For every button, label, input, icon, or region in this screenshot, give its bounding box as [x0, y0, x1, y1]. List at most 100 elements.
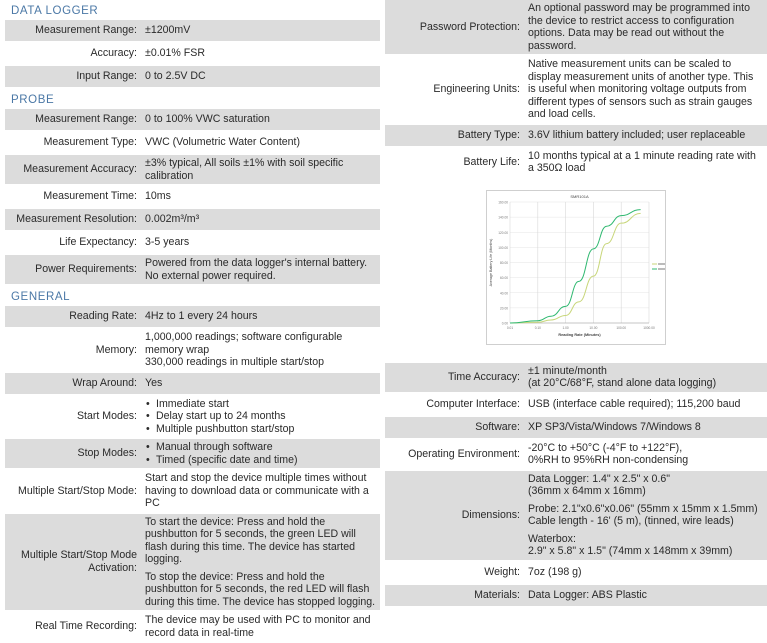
spec-row-computer-interface: Computer Interface: USB (interface cable … [385, 394, 767, 417]
spec-value: 7oz (198 g) [528, 566, 767, 579]
spec-value: Yes [145, 377, 380, 390]
spec-value: Manual through softwareTimed (specific d… [145, 441, 380, 466]
chart-title: SMR101A [570, 194, 589, 199]
y-axis-label: Average Battery Life (Months) [489, 239, 493, 287]
y-tick-label: 60.00 [500, 276, 508, 280]
right-top-specs: Password Protection: An optional password… [385, 0, 767, 179]
spec-value: VWC (Volumetric Water Content) [145, 136, 380, 149]
spec-row-reading-rate: Reading Rate: 4Hz to 1 every 24 hours [5, 306, 380, 329]
spec-value: 0.002m³/m³ [145, 213, 380, 226]
section-title-data-logger: DATA LOGGER [11, 5, 99, 17]
spec-row-multiple-start-stop-mode-activation: Multiple Start/Stop Mode Activation: To s… [5, 513, 380, 612]
spec-value: 10ms [145, 190, 380, 203]
bullet-item: Immediate start [145, 398, 376, 411]
spec-value-paragraph: 10ms [145, 190, 171, 203]
spec-label: Dimensions: [461, 508, 520, 521]
spec-row-measurement-range: Measurement Range: 0 to 100% VWC saturati… [5, 109, 380, 132]
spec-label: Measurement Accuracy: [23, 163, 137, 176]
y-tick-label: 20.00 [500, 306, 508, 310]
spec-value-paragraph: 0 to 100% VWC saturation [145, 113, 270, 126]
spec-value-paragraph: 3-5 years [145, 236, 190, 249]
spec-value-paragraph: 0 to 2.5V DC [145, 70, 206, 83]
spec-row-power-requirements: Power Requirements: Powered from the data… [5, 255, 380, 286]
spec-value-paragraph: Waterbox: 2.9" x 5.8" x 1.5" (74mm x 148… [528, 532, 733, 558]
spec-value-paragraph: 1,000,000 readings; software configurabl… [145, 331, 343, 368]
spec-value: An optional password may be programmed i… [528, 2, 767, 52]
spec-value-paragraph: 4Hz to 1 every 24 hours [145, 310, 258, 323]
left-column: DATA LOGGER Measurement Range: ±1200mV Accu… [5, 0, 380, 643]
spec-label: Accuracy: [90, 47, 137, 60]
x-tick-label: 100.00 [616, 326, 626, 330]
spec-value-paragraph: ±3% typical, All soils ±1% with soil spe… [145, 157, 344, 182]
battery-life-chart: 0.00 20.00 40.00 60.00 80.00 100.00 120.00 140.… [385, 179, 767, 357]
spec-value: USB (interface cable required); 115,200 … [528, 398, 767, 411]
spec-value: ±1200mV [145, 24, 380, 37]
spec-row-measurement-type: Measurement Type: VWC (Volumetric Water C… [5, 132, 380, 155]
spec-row-password-protection: Password Protection: An optional password… [385, 0, 767, 56]
spec-value-paragraph: XP SP3/Vista/Windows 7/Windows 8 [528, 420, 701, 433]
spec-label: Password Protection: [419, 20, 520, 33]
spec-value: The device may be used with PC to monito… [145, 614, 380, 639]
spec-value: ±1 minute/month (at 20°C/68°F, stand alo… [528, 365, 767, 390]
spec-label: Battery Life: [463, 155, 520, 168]
section-title-general: GENERAL [11, 291, 71, 303]
bullet-item: Timed (specific date and time) [145, 454, 376, 467]
y-tick-label: 80.00 [500, 261, 508, 265]
spec-row-materials: Materials: Data Logger: ABS Plastic [385, 584, 767, 608]
spec-value-paragraph: Native measurement units can be scaled t… [528, 58, 754, 120]
spec-value-paragraph: An optional password may be programmed i… [528, 2, 750, 52]
spec-row-start-modes: Start Modes: Immediate startDelay start u… [5, 396, 380, 439]
spec-row-accuracy: Accuracy: ±0.01% FSR [5, 43, 380, 66]
spec-label: Multiple Start/Stop Mode: [18, 484, 137, 497]
spec-value-paragraph: 0.002m³/m³ [145, 213, 200, 226]
spec-value-paragraph: To start the device: Press and hold the … [145, 515, 356, 566]
spec-label: Battery Type: [457, 128, 520, 141]
spec-value-paragraph: 10 months typical at a 1 minute reading … [528, 149, 756, 175]
spec-value-paragraph: Start and stop the device multiple times… [145, 472, 369, 509]
spec-label: Real Time Recording: [35, 620, 137, 633]
bullet-list: Immediate startDelay start up to 24 mont… [145, 398, 376, 436]
spec-value: 0 to 2.5V DC [145, 70, 380, 83]
spec-label: Input Range: [76, 70, 137, 83]
x-tick-label: 1.00 [562, 326, 568, 330]
y-tick-label: 120.00 [498, 231, 508, 235]
spec-label: Measurement Range: [35, 113, 137, 126]
series-line-1 [509, 209, 641, 324]
spec-value-paragraph: ±0.01% FSR [145, 47, 205, 60]
spec-row-dimensions: Dimensions: Data Logger: 1.4" x 2.5" x 0.… [385, 470, 767, 562]
spec-value: 10 months typical at a 1 minute reading … [528, 150, 767, 175]
spec-label: Measurement Range: [35, 24, 137, 37]
spec-value-paragraph: The device may be used with PC to monito… [145, 614, 371, 639]
spec-row-input-range: Input Range: 0 to 2.5V DC [5, 66, 380, 89]
spec-value: ±3% typical, All soils ±1% with soil spe… [145, 157, 380, 182]
spec-label: Computer Interface: [426, 397, 520, 410]
spec-value-paragraph: Yes [145, 376, 163, 389]
spec-value-paragraph: VWC (Volumetric Water Content) [145, 136, 301, 149]
x-axis-label: Reading Rate (Minutes) [558, 333, 601, 337]
spec-label: Memory: [95, 343, 137, 356]
spec-label: Start Modes: [76, 410, 137, 422]
spec-label: Time Accuracy: [447, 370, 520, 383]
bullet-item: Manual through software [145, 441, 376, 454]
bullet-item: Delay start up to 24 months [145, 410, 376, 423]
right-bottom-specs: Time Accuracy: ±1 minute/month (at 20°C/6… [385, 362, 767, 608]
spec-value: Native measurement units can be scaled t… [528, 58, 767, 121]
spec-row-measurement-resolution: Measurement Resolution: 0.002m³/m³ [5, 209, 380, 232]
spec-row-measurement-accuracy: Measurement Accuracy: ±3% typical, All so… [5, 155, 380, 186]
y-tick-label: 0.00 [502, 322, 508, 326]
spec-label: Life Expectancy: [59, 236, 137, 249]
bullet-list: Manual through softwareTimed (specific d… [145, 441, 376, 466]
spec-row-measurement-range: Measurement Range: ±1200mV [5, 20, 380, 43]
spec-row-real-time-recording: Real Time Recording: The device may be us… [5, 612, 380, 643]
chart-svg: 0.00 20.00 40.00 60.00 80.00 100.00 120.00 140.… [486, 190, 666, 345]
spec-value: 1,000,000 readings; software configurabl… [145, 331, 380, 369]
spec-label: Wrap Around: [72, 376, 137, 389]
spec-row-multiple-start-stop-mode: Multiple Start/Stop Mode: Start and stop … [5, 470, 380, 514]
y-tick-label: 160.00 [498, 201, 508, 205]
spec-value: Start and stop the device multiple times… [145, 472, 380, 510]
bullet-item: Multiple pushbutton start/stop [145, 423, 376, 436]
legend-entry-1 [658, 268, 665, 270]
spec-value: XP SP3/Vista/Windows 7/Windows 8 [528, 421, 767, 434]
spec-row-battery-type: Battery Type: 3.6V lithium battery includ… [385, 124, 767, 148]
spec-value-paragraph: To stop the device: Press and hold the p… [145, 570, 376, 608]
